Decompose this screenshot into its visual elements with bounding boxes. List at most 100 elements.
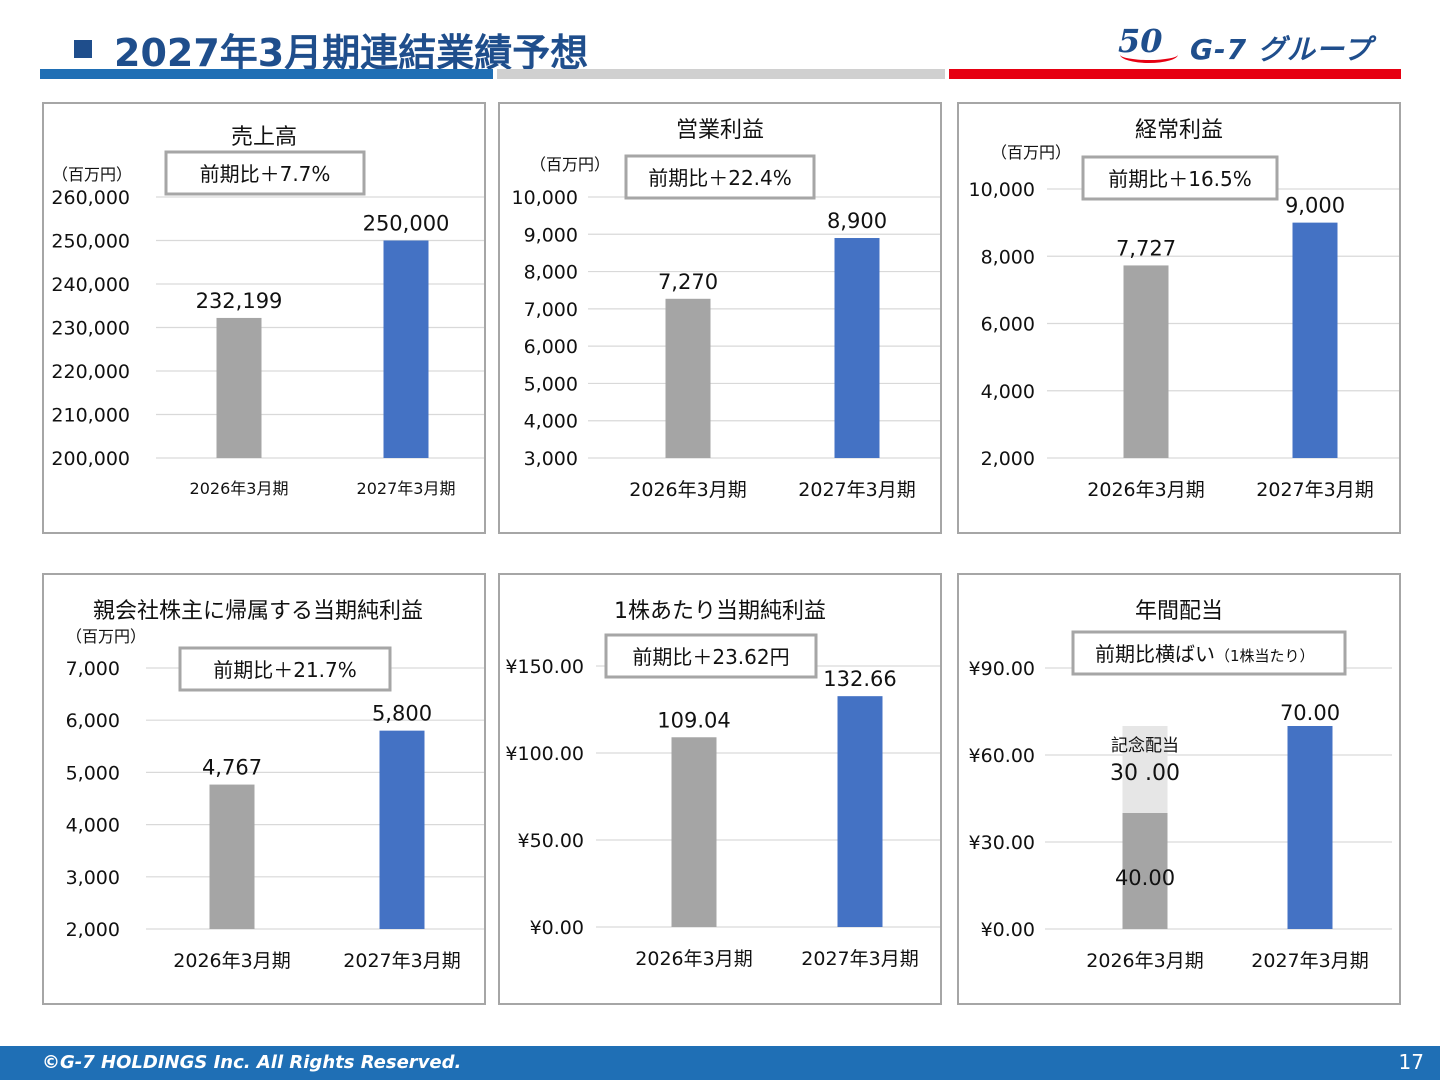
y-tick-label: ¥150.00 — [505, 656, 584, 678]
data-label: 132.66 — [823, 667, 896, 691]
chart-panel-operating-profit: 営業利益 （百万円） 3,000 4,000 5,000 6,000 7,000 8,000 9… — [498, 102, 942, 534]
yoy-badge-text: 前期比＋23.62円 — [632, 645, 789, 669]
data-label: 30 .00 — [1110, 761, 1180, 786]
x-tick-label: 2027年3月期 — [801, 948, 918, 970]
y-tick-label: 2,000 — [66, 919, 120, 941]
y-tick-label: 4,000 — [981, 381, 1035, 403]
y-tick-label: ¥60.00 — [969, 745, 1035, 767]
chart-svg: 経常利益 （百万円） 2,000 4,000 6,000 8,000 10,000 7,727… — [969, 118, 1399, 501]
y-tick-label: 200,000 — [51, 448, 130, 470]
yoy-badge-text: 前期比＋21.7% — [213, 658, 357, 682]
data-label: 7,727 — [1116, 236, 1176, 260]
bar — [1292, 222, 1338, 458]
bar — [837, 696, 883, 927]
y-tick-label: ¥50.00 — [518, 830, 584, 852]
x-tick-label: 2027年3月期 — [1251, 950, 1368, 972]
chart-title: 親会社株主に帰属する当期純利益 — [93, 599, 423, 624]
y-tick-label: 2,000 — [981, 448, 1035, 470]
chart-panel-sales: 売上高 （百万円） 200,000 210,000 220,000 230,000 240,… — [42, 102, 486, 534]
data-label: 7,270 — [658, 270, 718, 294]
yoy-badge — [1071, 630, 1347, 676]
chart-svg: 営業利益 （百万円） 3,000 4,000 5,000 6,000 7,000 8,000 9… — [512, 118, 940, 501]
data-label: 9,000 — [1285, 194, 1345, 218]
y-tick-label: 10,000 — [969, 179, 1035, 201]
y-tick-label: 5,000 — [66, 762, 120, 784]
unit-label: （百万円） — [991, 143, 1071, 162]
y-tick-label: ¥90.00 — [969, 658, 1035, 680]
bar — [383, 240, 429, 458]
y-tick-label: 7,000 — [66, 658, 120, 680]
bar — [1123, 265, 1169, 458]
yoy-badge — [178, 646, 392, 692]
data-label: 232,199 — [196, 289, 283, 313]
header-stripe-gray — [497, 69, 945, 79]
chart-panel-net-income: 親会社株主に帰属する当期純利益 （百万円） 2,000 3,000 4,000 5,000… — [42, 573, 486, 1005]
chart-svg: 年間配当 ¥0.00 ¥30.00 ¥60.00 ¥90.00 記念配当 30 .00 40.… — [969, 599, 1392, 972]
yoy-badge — [624, 154, 816, 200]
yoy-badge — [164, 150, 366, 196]
chart-title: 営業利益 — [676, 118, 764, 143]
unit-label: （百万円） — [66, 627, 146, 646]
x-tick-label: 2026年3月期 — [190, 479, 289, 498]
company-logo: 50 G-7 グループ — [1118, 22, 1398, 72]
yoy-badge-text: 前期比横ばい（1株当たり） — [1095, 642, 1315, 666]
yoy-badge-note: （1株当たり） — [1215, 647, 1315, 665]
header-stripe-blue — [40, 69, 493, 79]
chart-svg: 1株あたり当期純利益 ¥0.00 ¥50.00 ¥100.00 ¥150.00 109.0… — [505, 599, 940, 970]
y-tick-label: 3,000 — [66, 867, 120, 889]
y-tick-label: ¥30.00 — [969, 832, 1035, 854]
chart-svg: 親会社株主に帰属する当期純利益 （百万円） 2,000 3,000 4,000 5,000… — [66, 599, 484, 972]
footer-bar: ©G-7 HOLDINGS Inc. All Rights Reserved. … — [0, 1046, 1440, 1080]
y-tick-label: 4,000 — [66, 815, 120, 837]
yoy-badge — [604, 633, 818, 679]
x-tick-label: 2026年3月期 — [629, 479, 746, 501]
chart-panel-dividend: 年間配当 ¥0.00 ¥30.00 ¥60.00 ¥90.00 記念配当 30 .00 40.… — [957, 573, 1401, 1005]
logo-swoosh — [1120, 46, 1178, 63]
y-tick-label: 260,000 — [51, 187, 130, 209]
page-title: 2027年3月期連結業績予想 — [114, 31, 589, 75]
chart-title: 経常利益 — [1135, 118, 1223, 143]
bar — [379, 730, 425, 929]
bar — [671, 737, 717, 927]
page-number: 17 — [1398, 1050, 1424, 1074]
bar — [834, 238, 880, 458]
x-tick-label: 2027年3月期 — [343, 950, 460, 972]
y-tick-label: 9,000 — [524, 224, 578, 246]
y-tick-label: 6,000 — [981, 314, 1035, 336]
bar-commemorative-dividend — [1122, 726, 1168, 813]
title-bullet — [74, 40, 92, 58]
series-label: 記念配当 — [1111, 735, 1179, 756]
y-tick-label: ¥0.00 — [530, 917, 584, 939]
data-label: 8,900 — [827, 209, 887, 233]
data-label: 109.04 — [657, 708, 730, 732]
unit-label: （百万円） — [530, 155, 610, 174]
chart-panel-eps: 1株あたり当期純利益 ¥0.00 ¥50.00 ¥100.00 ¥150.00 109.0… — [498, 573, 942, 1005]
y-tick-label: 230,000 — [51, 318, 130, 340]
x-tick-label: 2027年3月期 — [357, 479, 456, 498]
bar — [216, 317, 262, 458]
data-label: 250,000 — [363, 212, 450, 236]
unit-label: （百万円） — [52, 165, 132, 184]
x-tick-label: 2026年3月期 — [1087, 479, 1204, 501]
x-tick-label: 2026年3月期 — [635, 948, 752, 970]
y-tick-label: 220,000 — [51, 361, 130, 383]
y-tick-label: 3,000 — [524, 448, 578, 470]
chart-title: 1株あたり当期純利益 — [614, 599, 826, 624]
yoy-badge-text: 前期比＋16.5% — [1108, 167, 1252, 191]
bar — [209, 784, 255, 929]
yoy-badge-text: 前期比＋22.4% — [648, 166, 792, 190]
y-tick-label: 6,000 — [524, 336, 578, 358]
y-tick-label: 4,000 — [524, 411, 578, 433]
y-tick-label: ¥100.00 — [505, 743, 584, 765]
x-tick-label: 2027年3月期 — [798, 479, 915, 501]
x-tick-label: 2027年3月期 — [1256, 479, 1373, 501]
chart-svg: 売上高 （百万円） 200,000 210,000 220,000 230,000 240,… — [51, 125, 484, 498]
logo-name: G-7 グループ — [1190, 33, 1373, 66]
y-tick-label: 250,000 — [51, 231, 130, 253]
y-tick-label: 10,000 — [512, 187, 578, 209]
y-tick-label: 210,000 — [51, 405, 130, 427]
header-stripe-red — [949, 69, 1401, 79]
data-label: 4,767 — [202, 756, 262, 780]
bar-ordinary-dividend — [1287, 726, 1333, 929]
y-tick-label: 240,000 — [51, 274, 130, 296]
